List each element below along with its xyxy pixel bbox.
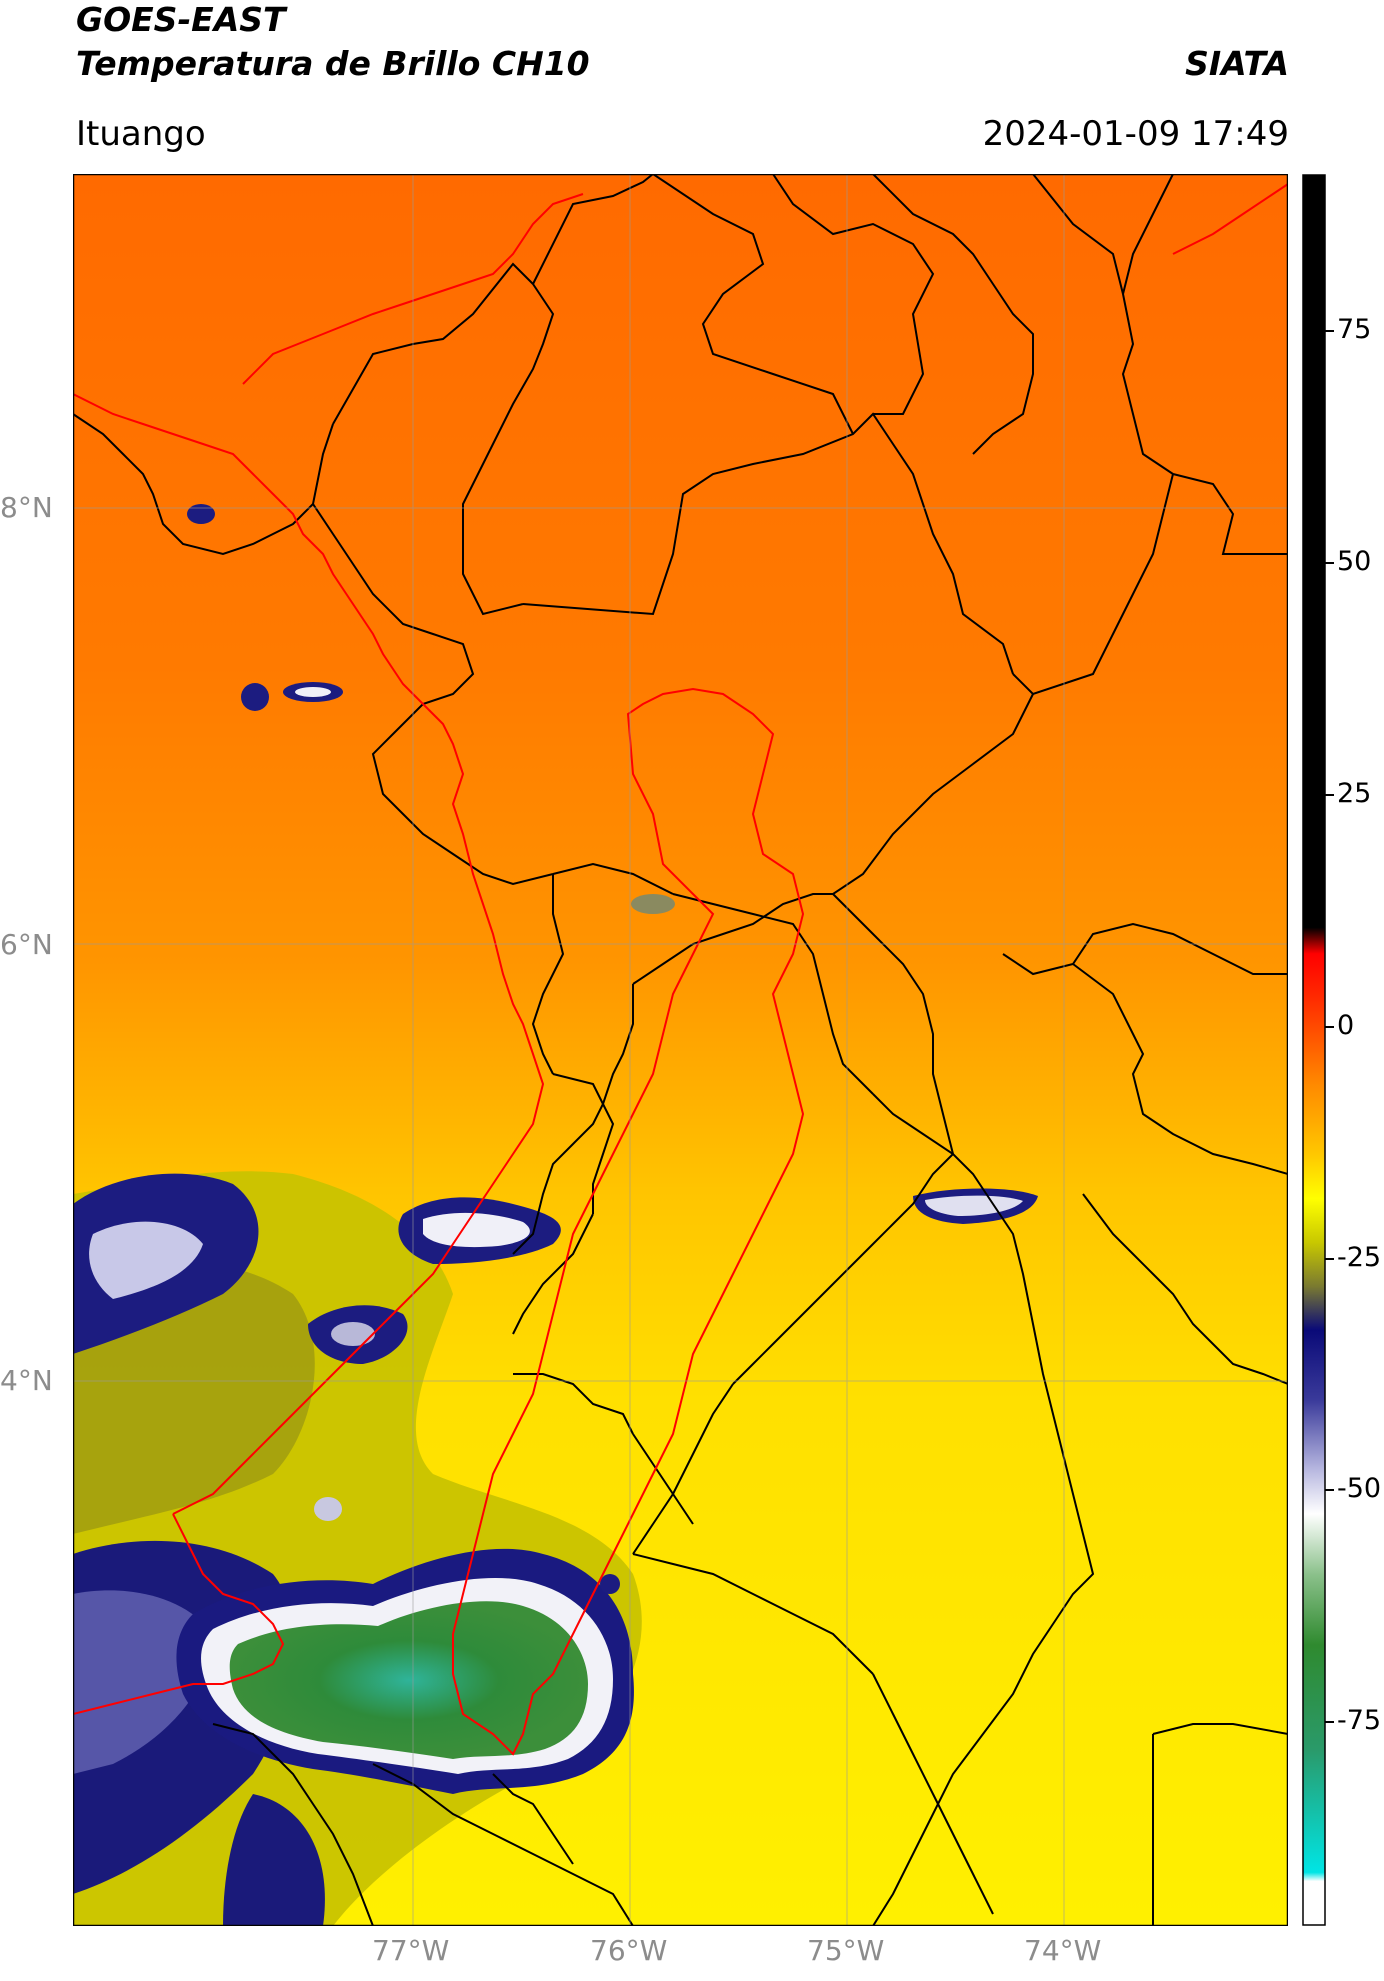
cold-cloud-navy-bottom	[223, 1794, 325, 1926]
temperature-colorbar	[1302, 174, 1382, 1926]
cold-cell-4	[631, 894, 675, 914]
cold-cell-1	[187, 504, 215, 524]
lon-label-75w: 75°W	[807, 1934, 885, 1967]
map-frame	[72, 173, 1289, 1927]
country-border-red	[72, 183, 1289, 1756]
lon-label-77w: 77°W	[372, 1934, 450, 1967]
cold-cell-3-core	[295, 687, 331, 697]
map-canvas	[72, 173, 1289, 1927]
product-subtitle: Temperatura de Brillo CH10	[76, 44, 590, 83]
colorbar-canvas	[1302, 174, 1334, 1926]
lon-label-76w: 76°W	[590, 1934, 668, 1967]
lat-label-4n: 4°N	[0, 1364, 53, 1397]
colorbar-ticks	[1325, 330, 1334, 1723]
cold-cloud-blue-south	[73, 1590, 213, 1774]
lat-label-6n: 6°N	[0, 928, 53, 961]
cold-cell-2	[241, 683, 269, 711]
colorbar-label-minus75: -75	[1337, 1705, 1382, 1736]
product-title: GOES-EAST	[76, 0, 286, 39]
cold-cell-7-core	[331, 1322, 375, 1346]
admin-borders	[72, 173, 1289, 1927]
cold-cell-9	[600, 1574, 620, 1594]
lon-label-74w: 74°W	[1024, 1934, 1102, 1967]
colorbar-gradient	[1302, 174, 1326, 1926]
colorbar-label-0: 0	[1337, 1010, 1355, 1041]
brand-label: SIATA	[1185, 44, 1289, 83]
colorbar-label-75: 75	[1337, 314, 1372, 345]
colorbar-label-50: 50	[1337, 546, 1372, 577]
cold-cell-8	[314, 1497, 342, 1521]
colorbar-label-minus25: -25	[1337, 1242, 1382, 1273]
convective-cell-green	[229, 1601, 588, 1759]
datetime-label: 2024-01-09 17:49	[982, 114, 1289, 154]
cold-cell-5-core	[423, 1212, 530, 1248]
map-gridlines	[73, 174, 1288, 1926]
cold-cloud-white-west	[89, 1221, 203, 1299]
location-label: Ituango	[76, 114, 206, 154]
colorbar-label-25: 25	[1337, 778, 1372, 809]
lat-label-8n: 8°N	[0, 491, 53, 524]
colorbar-label-minus50: -50	[1337, 1473, 1382, 1504]
brightness-temperature-map	[72, 173, 1289, 1927]
